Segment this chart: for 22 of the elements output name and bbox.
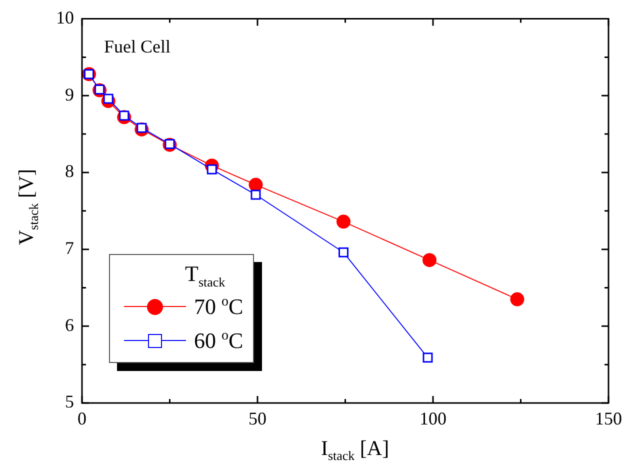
x-tick-label: 0 — [78, 408, 86, 429]
y-tick-label: 5 — [65, 392, 74, 412]
legend-label: 70 $^{o}$C — [194, 294, 244, 320]
point — [510, 292, 524, 306]
annotation: Fuel Cell — [104, 36, 170, 57]
legend-title: T$_{stack}$ — [184, 260, 226, 290]
point — [248, 178, 263, 192]
x-tick-label: 150 — [595, 408, 622, 429]
point — [250, 190, 261, 200]
x-axis-title: I$_{stack}$ [A] — [320, 436, 390, 464]
point — [336, 214, 350, 229]
point — [338, 247, 348, 258]
y-tick-label: 6 — [65, 314, 74, 335]
point — [422, 253, 436, 268]
y-tick-label: 7 — [65, 238, 74, 258]
x-tick-label: 100 — [420, 408, 446, 429]
point — [422, 352, 433, 363]
y-tick-label: 8 — [65, 161, 74, 182]
y-tick-label: 9 — [65, 84, 74, 104]
legend-label: 60 $^{o}$C — [194, 328, 244, 354]
y-tick-label: 10 — [56, 8, 74, 28]
x-tick-label: 50 — [248, 408, 266, 429]
